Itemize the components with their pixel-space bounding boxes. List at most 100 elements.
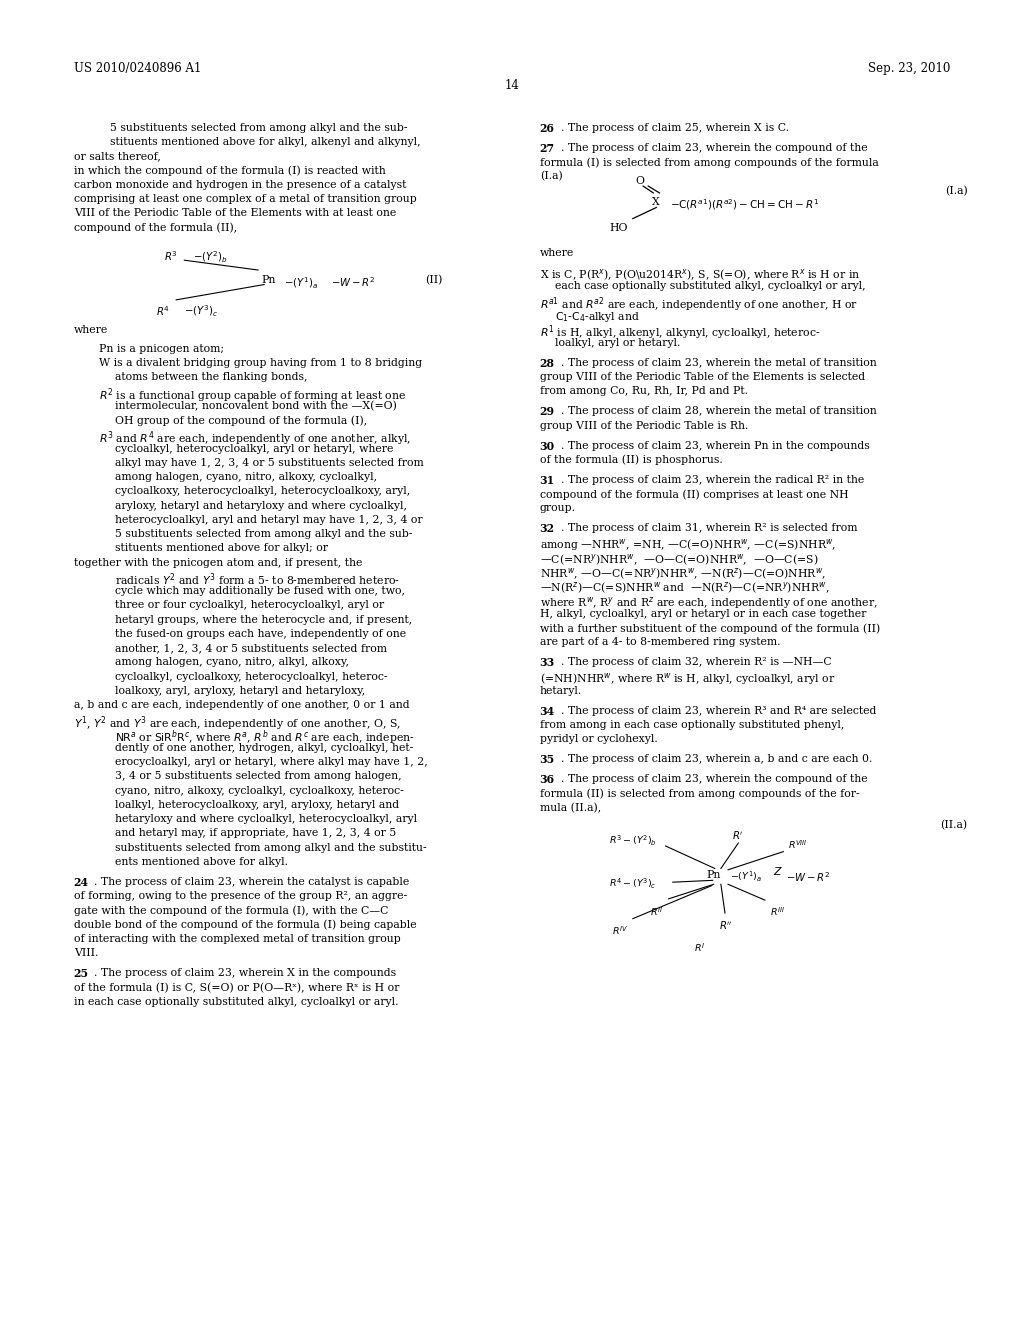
Text: . The process of claim 23, wherein a, b and c are each 0.: . The process of claim 23, wherein a, b …	[561, 754, 872, 764]
Text: (I.a): (I.a)	[945, 186, 968, 195]
Text: . The process of claim 23, wherein R³ and R⁴ are selected: . The process of claim 23, wherein R³ an…	[561, 706, 877, 715]
Text: $\mathit{R}^{\prime}$: $\mathit{R}^{\prime}$	[732, 830, 743, 842]
Text: where R$^{w}$, R$^{y}$ and R$^{z}$ are each, independently of one another,: where R$^{w}$, R$^{y}$ and R$^{z}$ are e…	[540, 594, 878, 611]
Text: Sep. 23, 2010: Sep. 23, 2010	[868, 62, 950, 75]
Text: compound of the formula (II),: compound of the formula (II),	[74, 223, 237, 234]
Text: $\mathit{R}^{3}$ and $\mathit{R}^{4}$ are each, independently of one another, al: $\mathit{R}^{3}$ and $\mathit{R}^{4}$ ar…	[99, 429, 412, 447]
Text: 3, 4 or 5 substituents selected from among halogen,: 3, 4 or 5 substituents selected from amo…	[115, 771, 401, 781]
Text: 26: 26	[540, 123, 555, 133]
Text: Pn: Pn	[261, 276, 275, 285]
Text: X is C, P(R$^{x}$), P(O\u2014R$^{x}$), S, S(=O), where R$^{x}$ is H or in: X is C, P(R$^{x}$), P(O\u2014R$^{x}$), S…	[540, 267, 860, 281]
Text: $\mathit{R}^{3}$: $\mathit{R}^{3}$	[164, 249, 177, 264]
Text: $-(\mathit{Y}^{3})_c$: $-(\mathit{Y}^{3})_c$	[184, 304, 218, 319]
Text: $-\mathrm{C}(\mathit{R}^{a1})(\mathit{R}^{a2})-\mathrm{CH}{=}\mathrm{CH}-\mathit: $-\mathrm{C}(\mathit{R}^{a1})(\mathit{R}…	[670, 197, 819, 211]
Text: HO: HO	[609, 223, 628, 232]
Text: substituents selected from among alkyl and the substitu-: substituents selected from among alkyl a…	[115, 842, 426, 853]
Text: $-(\mathit{Y}^{1})_a$: $-(\mathit{Y}^{1})_a$	[284, 276, 317, 290]
Text: cycloalkyl, heterocycloalkyl, aryl or hetaryl, where: cycloalkyl, heterocycloalkyl, aryl or he…	[115, 444, 393, 454]
Text: ents mentioned above for alkyl.: ents mentioned above for alkyl.	[115, 857, 288, 867]
Text: in which the compound of the formula (I) is reacted with: in which the compound of the formula (I)…	[74, 165, 385, 176]
Text: alkyl may have 1, 2, 3, 4 or 5 substituents selected from: alkyl may have 1, 2, 3, 4 or 5 substitue…	[115, 458, 424, 467]
Text: . The process of claim 23, wherein X in the compounds: . The process of claim 23, wherein X in …	[94, 968, 396, 978]
Text: gate with the compound of the formula (I), with the C—C: gate with the compound of the formula (I…	[74, 906, 388, 916]
Text: $\mathit{R}^{II}$: $\mathit{R}^{II}$	[650, 906, 664, 917]
Text: loalkyl, aryl or hetaryl.: loalkyl, aryl or hetaryl.	[555, 338, 680, 348]
Text: . The process of claim 32, wherein R² is —NH—C: . The process of claim 32, wherein R² is…	[561, 657, 831, 668]
Text: 31: 31	[540, 475, 555, 486]
Text: among halogen, cyano, nitro, alkoxy, cycloalkyl,: among halogen, cyano, nitro, alkoxy, cyc…	[115, 473, 377, 482]
Text: loalkyl, heterocycloalkoxy, aryl, aryloxy, hetaryl and: loalkyl, heterocycloalkoxy, aryl, arylox…	[115, 800, 398, 810]
Text: formula (II) is selected from among compounds of the for-: formula (II) is selected from among comp…	[540, 788, 859, 799]
Text: stituents mentioned above for alkyl, alkenyl and alkynyl,: stituents mentioned above for alkyl, alk…	[110, 137, 420, 147]
Text: $\mathrm{NR}^{a}$ or $\mathrm{SiR}^{b}\mathrm{R}^{c}$, where $\mathit{R}^{a}$, $: $\mathrm{NR}^{a}$ or $\mathrm{SiR}^{b}\m…	[115, 729, 415, 747]
Text: and hetaryl may, if appropriate, have 1, 2, 3, 4 or 5: and hetaryl may, if appropriate, have 1,…	[115, 829, 396, 838]
Text: VIII.: VIII.	[74, 948, 98, 958]
Text: $\mathit{Y}^{1}$, $\mathit{Y}^{2}$ and $\mathit{Y}^{3}$ are each, independently : $\mathit{Y}^{1}$, $\mathit{Y}^{2}$ and $…	[74, 714, 400, 733]
Text: 27: 27	[540, 143, 555, 153]
Text: $\mathit{R}^{a1}$ and $\mathit{R}^{a2}$ are each, independently of one another, : $\mathit{R}^{a1}$ and $\mathit{R}^{a2}$ …	[540, 296, 857, 314]
Text: US 2010/0240896 A1: US 2010/0240896 A1	[74, 62, 201, 75]
Text: 25: 25	[74, 968, 89, 979]
Text: —C(=NR$^{y}$)NHR$^{w}$,  —O—C(=O)NHR$^{w}$,  —O—C(=S): —C(=NR$^{y}$)NHR$^{w}$, —O—C(=O)NHR$^{w}…	[540, 552, 818, 566]
Text: $\mathit{R}^{3}-(\mathit{Y}^{2})_b$: $\mathit{R}^{3}-(\mathit{Y}^{2})_b$	[609, 834, 657, 849]
Text: (I.a): (I.a)	[540, 172, 562, 182]
Text: 30: 30	[540, 441, 555, 451]
Text: $\mathit{R}^{1}$ is H, alkyl, alkenyl, alkynyl, cycloalkyl, heteroc-: $\mathit{R}^{1}$ is H, alkyl, alkenyl, a…	[540, 323, 820, 342]
Text: of forming, owing to the presence of the group R², an aggre-: of forming, owing to the presence of the…	[74, 891, 407, 902]
Text: $\mathit{R}^{III}$: $\mathit{R}^{III}$	[770, 906, 785, 917]
Text: group VIII of the Periodic Table of the Elements is selected: group VIII of the Periodic Table of the …	[540, 372, 865, 383]
Text: aryloxy, hetaryl and hetaryloxy and where cycloalkyl,: aryloxy, hetaryl and hetaryloxy and wher…	[115, 500, 407, 511]
Text: mula (II.a),: mula (II.a),	[540, 803, 601, 813]
Text: 5 substituents selected from among alkyl and the sub-: 5 substituents selected from among alkyl…	[110, 123, 408, 133]
Text: 5 substituents selected from among alkyl and the sub-: 5 substituents selected from among alkyl…	[115, 529, 413, 539]
Text: $-\mathit{W}-\mathit{R}^{2}$: $-\mathit{W}-\mathit{R}^{2}$	[786, 870, 831, 883]
Text: 36: 36	[540, 775, 555, 785]
Text: Pn is a pnicogen atom;: Pn is a pnicogen atom;	[99, 343, 224, 354]
Text: another, 1, 2, 3, 4 or 5 substituents selected from: another, 1, 2, 3, 4 or 5 substituents se…	[115, 643, 387, 653]
Text: . The process of claim 23, wherein the compound of the: . The process of claim 23, wherein the c…	[561, 775, 867, 784]
Text: H, alkyl, cycloalkyl, aryl or hetaryl or in each case together: H, alkyl, cycloalkyl, aryl or hetaryl or…	[540, 609, 866, 619]
Text: of interacting with the complexed metal of transition group: of interacting with the complexed metal …	[74, 935, 400, 944]
Text: —N(R$^{z}$)—C(=S)NHR$^{w}$ and  —N(R$^{z}$)—C(=NR$^{y}$)NHR$^{w}$,: —N(R$^{z}$)—C(=S)NHR$^{w}$ and —N(R$^{z}…	[540, 581, 829, 595]
Text: . The process of claim 28, wherein the metal of transition: . The process of claim 28, wherein the m…	[561, 407, 877, 416]
Text: each case optionally substituted alkyl, cycloalkyl or aryl,: each case optionally substituted alkyl, …	[555, 281, 865, 290]
Text: (II.a): (II.a)	[941, 820, 968, 830]
Text: $\mathit{R}^{2}$ is a functional group capable of forming at least one: $\mathit{R}^{2}$ is a functional group c…	[99, 387, 407, 405]
Text: $-(\mathit{Y}^{2})_b$: $-(\mathit{Y}^{2})_b$	[193, 249, 227, 265]
Text: $\mathit{Z}$: $\mathit{Z}$	[773, 866, 783, 878]
Text: $-W-R^{2}$: $-W-R^{2}$	[331, 276, 376, 289]
Text: OH group of the compound of the formula (I),: OH group of the compound of the formula …	[115, 414, 367, 425]
Text: (II): (II)	[425, 276, 442, 285]
Text: 29: 29	[540, 407, 555, 417]
Text: W is a divalent bridging group having from 1 to 8 bridging: W is a divalent bridging group having fr…	[99, 358, 423, 368]
Text: . The process of claim 23, wherein Pn in the compounds: . The process of claim 23, wherein Pn in…	[561, 441, 870, 450]
Text: . The process of claim 23, wherein the metal of transition: . The process of claim 23, wherein the m…	[561, 358, 877, 368]
Text: Pn: Pn	[707, 870, 721, 879]
Text: VIII of the Periodic Table of the Elements with at least one: VIII of the Periodic Table of the Elemen…	[74, 209, 396, 218]
Text: group.: group.	[540, 503, 575, 513]
Text: NHR$^{w}$, —O—C(=NR$^{y}$)NHR$^{w}$, —N(R$^{z}$)—C(=O)NHR$^{w}$,: NHR$^{w}$, —O—C(=NR$^{y}$)NHR$^{w}$, —N(…	[540, 566, 825, 581]
Text: . The process of claim 23, wherein the compound of the: . The process of claim 23, wherein the c…	[561, 143, 867, 153]
Text: 34: 34	[540, 706, 555, 717]
Text: of the formula (I) is C, S(=O) or P(O—Rˣ), where Rˣ is H or: of the formula (I) is C, S(=O) or P(O—Rˣ…	[74, 982, 399, 993]
Text: . The process of claim 23, wherein the catalyst is capable: . The process of claim 23, wherein the c…	[94, 876, 410, 887]
Text: where: where	[540, 248, 573, 259]
Text: $\mathit{R}^{IV}$: $\mathit{R}^{IV}$	[612, 924, 629, 937]
Text: or salts thereof,: or salts thereof,	[74, 152, 161, 161]
Text: with a further substituent of the compound of the formula (II): with a further substituent of the compou…	[540, 623, 880, 634]
Text: stituents mentioned above for alkyl; or: stituents mentioned above for alkyl; or	[115, 544, 328, 553]
Text: radicals $\mathit{Y}^{2}$ and $\mathit{Y}^{3}$ form a 5- to 8-membered hetero-: radicals $\mathit{Y}^{2}$ and $\mathit{Y…	[115, 572, 399, 589]
Text: where: where	[74, 325, 108, 335]
Text: cycle which may additionally be fused with one, two,: cycle which may additionally be fused wi…	[115, 586, 404, 597]
Text: carbon monoxide and hydrogen in the presence of a catalyst: carbon monoxide and hydrogen in the pres…	[74, 180, 407, 190]
Text: cycloalkoxy, heterocycloalkyl, heterocycloalkoxy, aryl,: cycloalkoxy, heterocycloalkyl, heterocyc…	[115, 486, 410, 496]
Text: 24: 24	[74, 876, 89, 888]
Text: compound of the formula (II) comprises at least one NH: compound of the formula (II) comprises a…	[540, 490, 848, 500]
Text: intermolecular, noncovalent bond with the —X(=O): intermolecular, noncovalent bond with th…	[115, 401, 396, 411]
Text: among halogen, cyano, nitro, alkyl, alkoxy,: among halogen, cyano, nitro, alkyl, alko…	[115, 657, 349, 668]
Text: $-(\mathit{Y}^{1})_a$: $-(\mathit{Y}^{1})_a$	[730, 870, 762, 884]
Text: three or four cycloalkyl, heterocycloalkyl, aryl or: three or four cycloalkyl, heterocycloalk…	[115, 601, 384, 610]
Text: 14: 14	[505, 79, 519, 92]
Text: $\mathit{R}^{VIII}$: $\mathit{R}^{VIII}$	[788, 838, 808, 851]
Text: erocycloalkyl, aryl or hetaryl, where alkyl may have 1, 2,: erocycloalkyl, aryl or hetaryl, where al…	[115, 758, 427, 767]
